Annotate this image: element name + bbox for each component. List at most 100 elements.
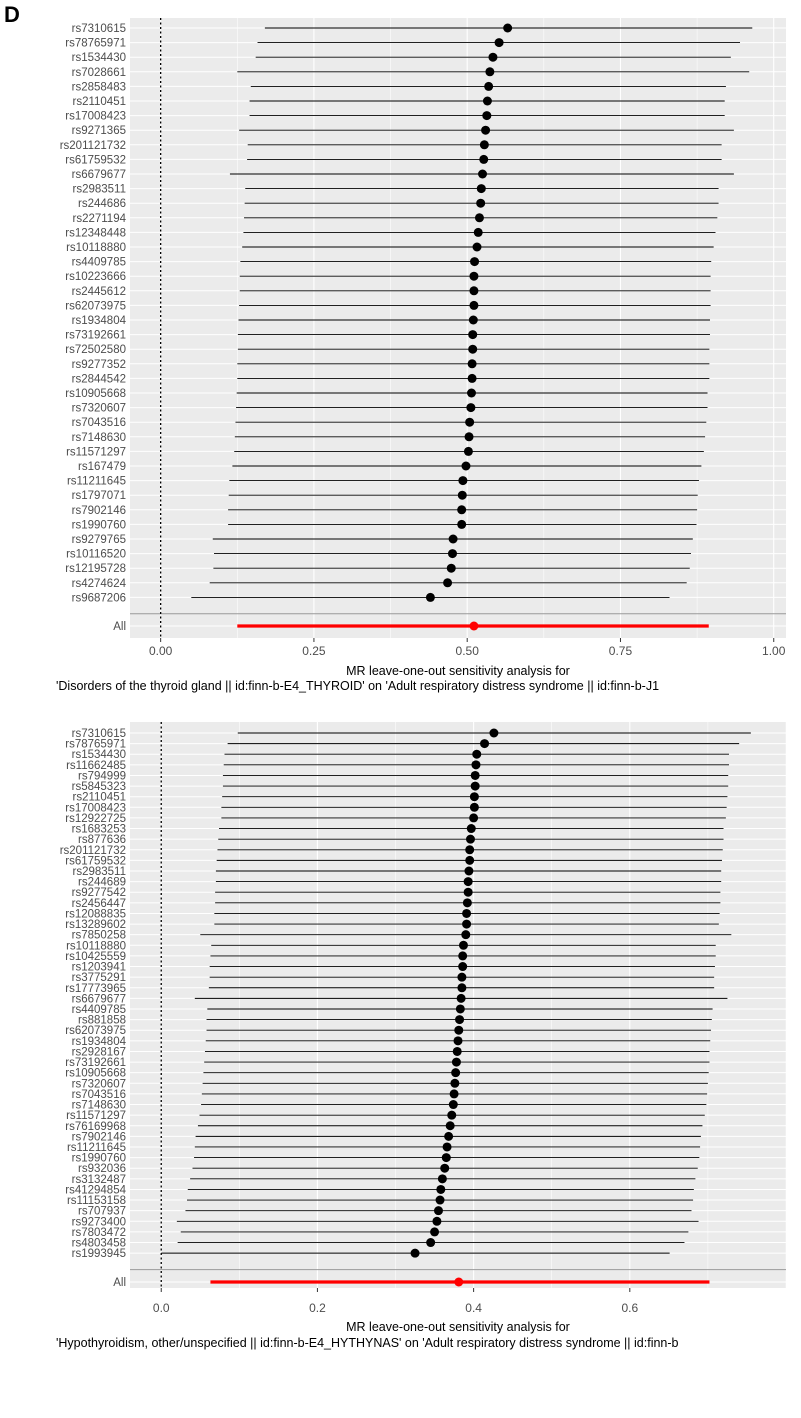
estimate-point-rs10118880 <box>472 242 482 252</box>
snp-label-rs1934804: rs1934804 <box>72 315 127 327</box>
estimate-point-rs1534430 <box>488 52 498 62</box>
estimate-point-rs707937 <box>433 1206 443 1216</box>
snp-label-rs9277542: rs9277542 <box>72 887 126 899</box>
estimate-point-rs78765971 <box>480 739 490 749</box>
snp-label-rs7043516: rs7043516 <box>72 1089 126 1101</box>
snp-label-rs7902146: rs7902146 <box>72 505 126 517</box>
estimate-point-rs2110451 <box>482 96 492 106</box>
snp-label-rs13289602: rs13289602 <box>65 919 126 931</box>
snp-label-rs1797071: rs1797071 <box>72 490 126 502</box>
snp-label-rs78765971: rs78765971 <box>65 38 126 50</box>
snp-label-rs11571297: rs11571297 <box>66 1110 126 1122</box>
summary-label: All <box>113 621 126 633</box>
estimate-point-rs5845323 <box>470 781 480 791</box>
snp-label-rs10905668: rs10905668 <box>65 388 126 400</box>
estimate-point-rs201121732 <box>465 845 475 855</box>
snp-label-rs12348448: rs12348448 <box>65 227 126 239</box>
forest-plot-hypothyroidism: rs7310615rs78765971rs1534430rs11662485rs… <box>56 722 787 1350</box>
estimate-point-rs7148630 <box>464 432 474 442</box>
snp-label-rs1990760: rs1990760 <box>72 1153 126 1165</box>
snp-label-rs61759532: rs61759532 <box>65 855 126 867</box>
estimate-point-rs11211645 <box>442 1142 452 1152</box>
snp-label-rs17008423: rs17008423 <box>65 802 126 814</box>
estimate-point-rs2271194 <box>474 213 484 223</box>
snp-label-rs41294854: rs41294854 <box>65 1184 126 1196</box>
snp-label-rs12088835: rs12088835 <box>65 908 126 920</box>
estimate-point-rs12195728 <box>446 563 456 573</box>
estimate-point-rs3775291 <box>457 972 467 982</box>
snp-label-rs1534430: rs1534430 <box>72 52 126 64</box>
estimate-point-rs1934804 <box>468 315 478 325</box>
estimate-point-rs17008423 <box>482 111 492 121</box>
estimate-point-rs1683253 <box>466 824 476 834</box>
estimate-point-rs9277542 <box>463 887 473 897</box>
snp-label-rs7028661: rs7028661 <box>72 67 126 79</box>
snp-label-rs2271194: rs2271194 <box>73 213 127 225</box>
snp-label-rs1993945: rs1993945 <box>72 1248 126 1260</box>
snp-label-rs7850258: rs7850258 <box>72 930 126 942</box>
estimate-point-rs881858 <box>455 1015 465 1025</box>
snp-label-rs10223666: rs10223666 <box>65 271 126 283</box>
estimate-point-rs6679677 <box>456 993 466 1003</box>
snp-label-rs244689: rs244689 <box>78 877 126 889</box>
snp-label-rs12195728: rs12195728 <box>65 563 126 575</box>
snp-label-rs2456447: rs2456447 <box>72 898 126 910</box>
snp-label-rs2928167: rs2928167 <box>72 1046 126 1058</box>
estimate-point-rs7043516 <box>465 417 475 427</box>
estimate-point-rs10118880 <box>458 940 468 950</box>
snp-label-rs17008423: rs17008423 <box>65 111 126 123</box>
estimate-point-rs11571297 <box>447 1110 457 1120</box>
estimate-point-rs62073975 <box>469 300 479 310</box>
x-axis-title-line2: 'Hypothyroidism, other/unspecified || id… <box>56 1336 679 1350</box>
estimate-point-rs11211645 <box>458 476 468 486</box>
snp-label-rs73192661: rs73192661 <box>65 1057 126 1069</box>
x-tick-label: 0.2 <box>309 1301 326 1315</box>
snp-label-rs5845323: rs5845323 <box>72 781 126 793</box>
snp-label-rs877636: rs877636 <box>78 834 126 846</box>
snp-label-rs2844542: rs2844542 <box>72 373 126 385</box>
snp-label-rs7320607: rs7320607 <box>72 403 126 415</box>
snp-label-rs9271365: rs9271365 <box>72 125 126 137</box>
panel-letter: D <box>4 2 20 27</box>
estimate-point-rs1990760 <box>457 519 467 529</box>
estimate-point-rs13289602 <box>462 919 472 929</box>
snp-label-rs1203941: rs1203941 <box>72 962 126 974</box>
estimate-point-rs167479 <box>461 461 471 471</box>
snp-label-rs11662485: rs11662485 <box>66 760 126 772</box>
estimate-point-rs7850258 <box>461 930 471 940</box>
estimate-point-rs17008423 <box>469 802 479 812</box>
estimate-point-rs794999 <box>470 770 480 780</box>
estimate-point-rs932036 <box>440 1163 450 1173</box>
snp-label-rs7043516: rs7043516 <box>72 417 126 429</box>
snp-label-rs3132487: rs3132487 <box>72 1174 126 1186</box>
snp-label-rs11571297: rs11571297 <box>66 446 126 458</box>
snp-label-rs7902146: rs7902146 <box>72 1131 126 1143</box>
estimate-point-rs2858483 <box>484 81 494 91</box>
estimate-point-rs7902146 <box>457 505 467 515</box>
snp-label-rs4803458: rs4803458 <box>72 1238 126 1250</box>
x-tick-label: 1.00 <box>762 644 786 658</box>
snp-label-rs2110451: rs2110451 <box>73 792 127 804</box>
snp-label-rs2983511: rs2983511 <box>73 184 127 196</box>
snp-label-rs7310615: rs7310615 <box>72 23 126 35</box>
x-axis-title-line2: 'Disorders of the thyroid gland || id:fi… <box>56 679 659 693</box>
snp-label-rs10425559: rs10425559 <box>65 951 126 963</box>
snp-label-rs707937: rs707937 <box>78 1206 126 1218</box>
estimate-point-rs7320607 <box>466 403 476 413</box>
snp-label-rs2445612: rs2445612 <box>72 286 126 298</box>
estimate-point-rs4409785 <box>455 1004 465 1014</box>
estimate-point-rs3132487 <box>437 1174 447 1184</box>
snp-label-rs72502580: rs72502580 <box>65 344 126 356</box>
snp-label-rs10118880: rs10118880 <box>66 940 126 952</box>
forest-plot-thyroid: rs7310615 rs78765971 rs1534430 rs7028661 rs2… <box>56 18 786 693</box>
estimate-point-rs12348448 <box>473 227 483 237</box>
estimate-point-rs2983511 <box>464 866 474 876</box>
snp-label-rs6679677: rs6679677 <box>72 993 126 1005</box>
x-tick-label: 0.0 <box>153 1301 170 1315</box>
snp-label-rs6679677: rs6679677 <box>72 169 126 181</box>
x-tick-label: 0.25 <box>302 644 326 658</box>
estimate-point-rs1990760 <box>441 1153 451 1163</box>
snp-label-rs11211645: rs11211645 <box>67 476 126 488</box>
estimate-point-rs17773965 <box>457 983 467 993</box>
